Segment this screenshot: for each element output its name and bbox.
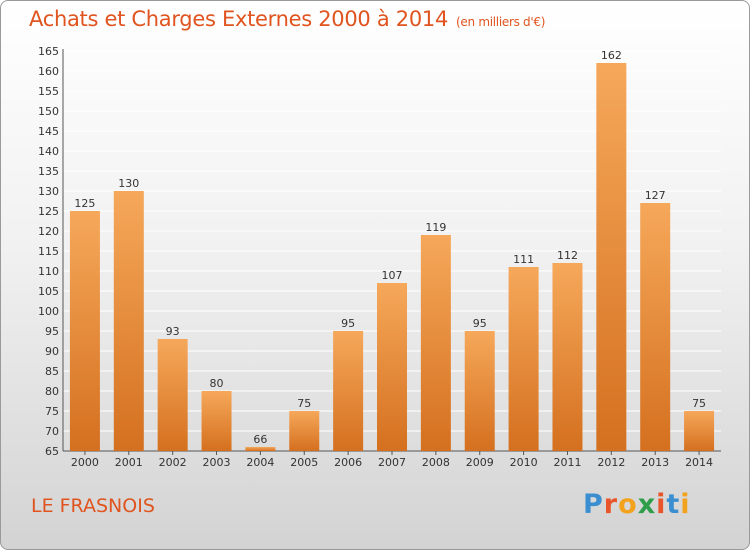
town-name: LE FRASNOIS bbox=[31, 495, 155, 517]
y-tick-label: 165 bbox=[38, 45, 59, 58]
bar bbox=[245, 447, 276, 451]
x-tick-label: 2012 bbox=[597, 456, 625, 469]
bar bbox=[552, 263, 583, 451]
y-tick-label: 145 bbox=[38, 125, 59, 138]
y-tick-label: 65 bbox=[45, 445, 59, 458]
y-tick-label: 90 bbox=[45, 345, 59, 358]
x-tick-label: 2013 bbox=[641, 456, 669, 469]
bar bbox=[684, 411, 715, 451]
y-tick-label: 140 bbox=[38, 145, 59, 158]
bar-value-label: 119 bbox=[425, 221, 446, 234]
y-tick-label: 95 bbox=[45, 325, 59, 338]
bar bbox=[201, 391, 232, 451]
y-tick-label: 75 bbox=[45, 405, 59, 418]
bar-value-label: 111 bbox=[513, 253, 534, 266]
bar-value-label: 162 bbox=[601, 49, 622, 62]
bar-value-label: 80 bbox=[210, 377, 224, 390]
bar bbox=[420, 235, 451, 451]
bar bbox=[464, 331, 495, 451]
x-tick-label: 2008 bbox=[422, 456, 450, 469]
bar-value-label: 107 bbox=[382, 269, 403, 282]
unit-note: (en milliers d'€) bbox=[456, 15, 546, 29]
y-tick-label: 80 bbox=[45, 385, 59, 398]
bar bbox=[113, 191, 144, 451]
y-tick-label: 120 bbox=[38, 225, 59, 238]
bar-value-label: 93 bbox=[166, 325, 180, 338]
bar-value-label: 95 bbox=[473, 317, 487, 330]
y-tick-label: 110 bbox=[38, 265, 59, 278]
bar bbox=[69, 211, 100, 451]
logo-letter: r bbox=[603, 489, 619, 520]
x-tick-label: 2006 bbox=[334, 456, 362, 469]
bar-value-label: 75 bbox=[297, 397, 311, 410]
bar bbox=[289, 411, 320, 451]
y-tick-label: 100 bbox=[38, 305, 59, 318]
bar-value-label: 75 bbox=[692, 397, 706, 410]
x-tick-label: 2014 bbox=[685, 456, 713, 469]
x-tick-label: 2002 bbox=[159, 456, 187, 469]
y-tick-label: 115 bbox=[38, 245, 59, 258]
bar bbox=[640, 203, 671, 451]
bar-value-label: 66 bbox=[253, 433, 267, 446]
logo-letter: o bbox=[618, 489, 638, 520]
y-tick-label: 160 bbox=[38, 65, 59, 78]
chart-title-text: Achats et Charges Externes 2000 à 2014 bbox=[29, 7, 449, 31]
y-tick-label: 70 bbox=[45, 425, 59, 438]
x-tick-label: 2007 bbox=[378, 456, 406, 469]
x-tick-label: 2010 bbox=[510, 456, 538, 469]
y-tick-label: 135 bbox=[38, 165, 59, 178]
y-tick-label: 155 bbox=[38, 85, 59, 98]
bar bbox=[508, 267, 539, 451]
x-tick-label: 2000 bbox=[71, 456, 99, 469]
logo-letter: P bbox=[583, 489, 604, 520]
bar bbox=[333, 331, 364, 451]
bar-value-label: 125 bbox=[74, 197, 95, 210]
bar-value-label: 112 bbox=[557, 249, 578, 262]
logo-letter: x bbox=[637, 489, 657, 520]
chart-title: Achats et Charges Externes 2000 à 2014 (e… bbox=[29, 7, 545, 31]
x-tick-label: 2009 bbox=[466, 456, 494, 469]
bar-value-label: 130 bbox=[118, 177, 139, 190]
y-tick-label: 130 bbox=[38, 185, 59, 198]
proxiti-logo: Proxiti bbox=[583, 489, 691, 520]
y-tick-label: 85 bbox=[45, 365, 59, 378]
bar bbox=[377, 283, 407, 451]
logo-letter: i bbox=[656, 489, 667, 520]
logo-letter: i bbox=[680, 489, 691, 520]
y-tick-label: 125 bbox=[38, 205, 59, 218]
y-tick-label: 105 bbox=[38, 285, 59, 298]
x-tick-label: 2004 bbox=[246, 456, 274, 469]
logo-letter: t bbox=[666, 489, 681, 520]
x-tick-label: 2011 bbox=[553, 456, 581, 469]
bar-value-label: 127 bbox=[645, 189, 666, 202]
x-tick-label: 2003 bbox=[203, 456, 231, 469]
x-tick-label: 2005 bbox=[290, 456, 318, 469]
x-tick-label: 2001 bbox=[115, 456, 143, 469]
bar-value-label: 95 bbox=[341, 317, 355, 330]
bar bbox=[596, 63, 627, 451]
bar bbox=[157, 339, 188, 451]
y-tick-label: 150 bbox=[38, 105, 59, 118]
